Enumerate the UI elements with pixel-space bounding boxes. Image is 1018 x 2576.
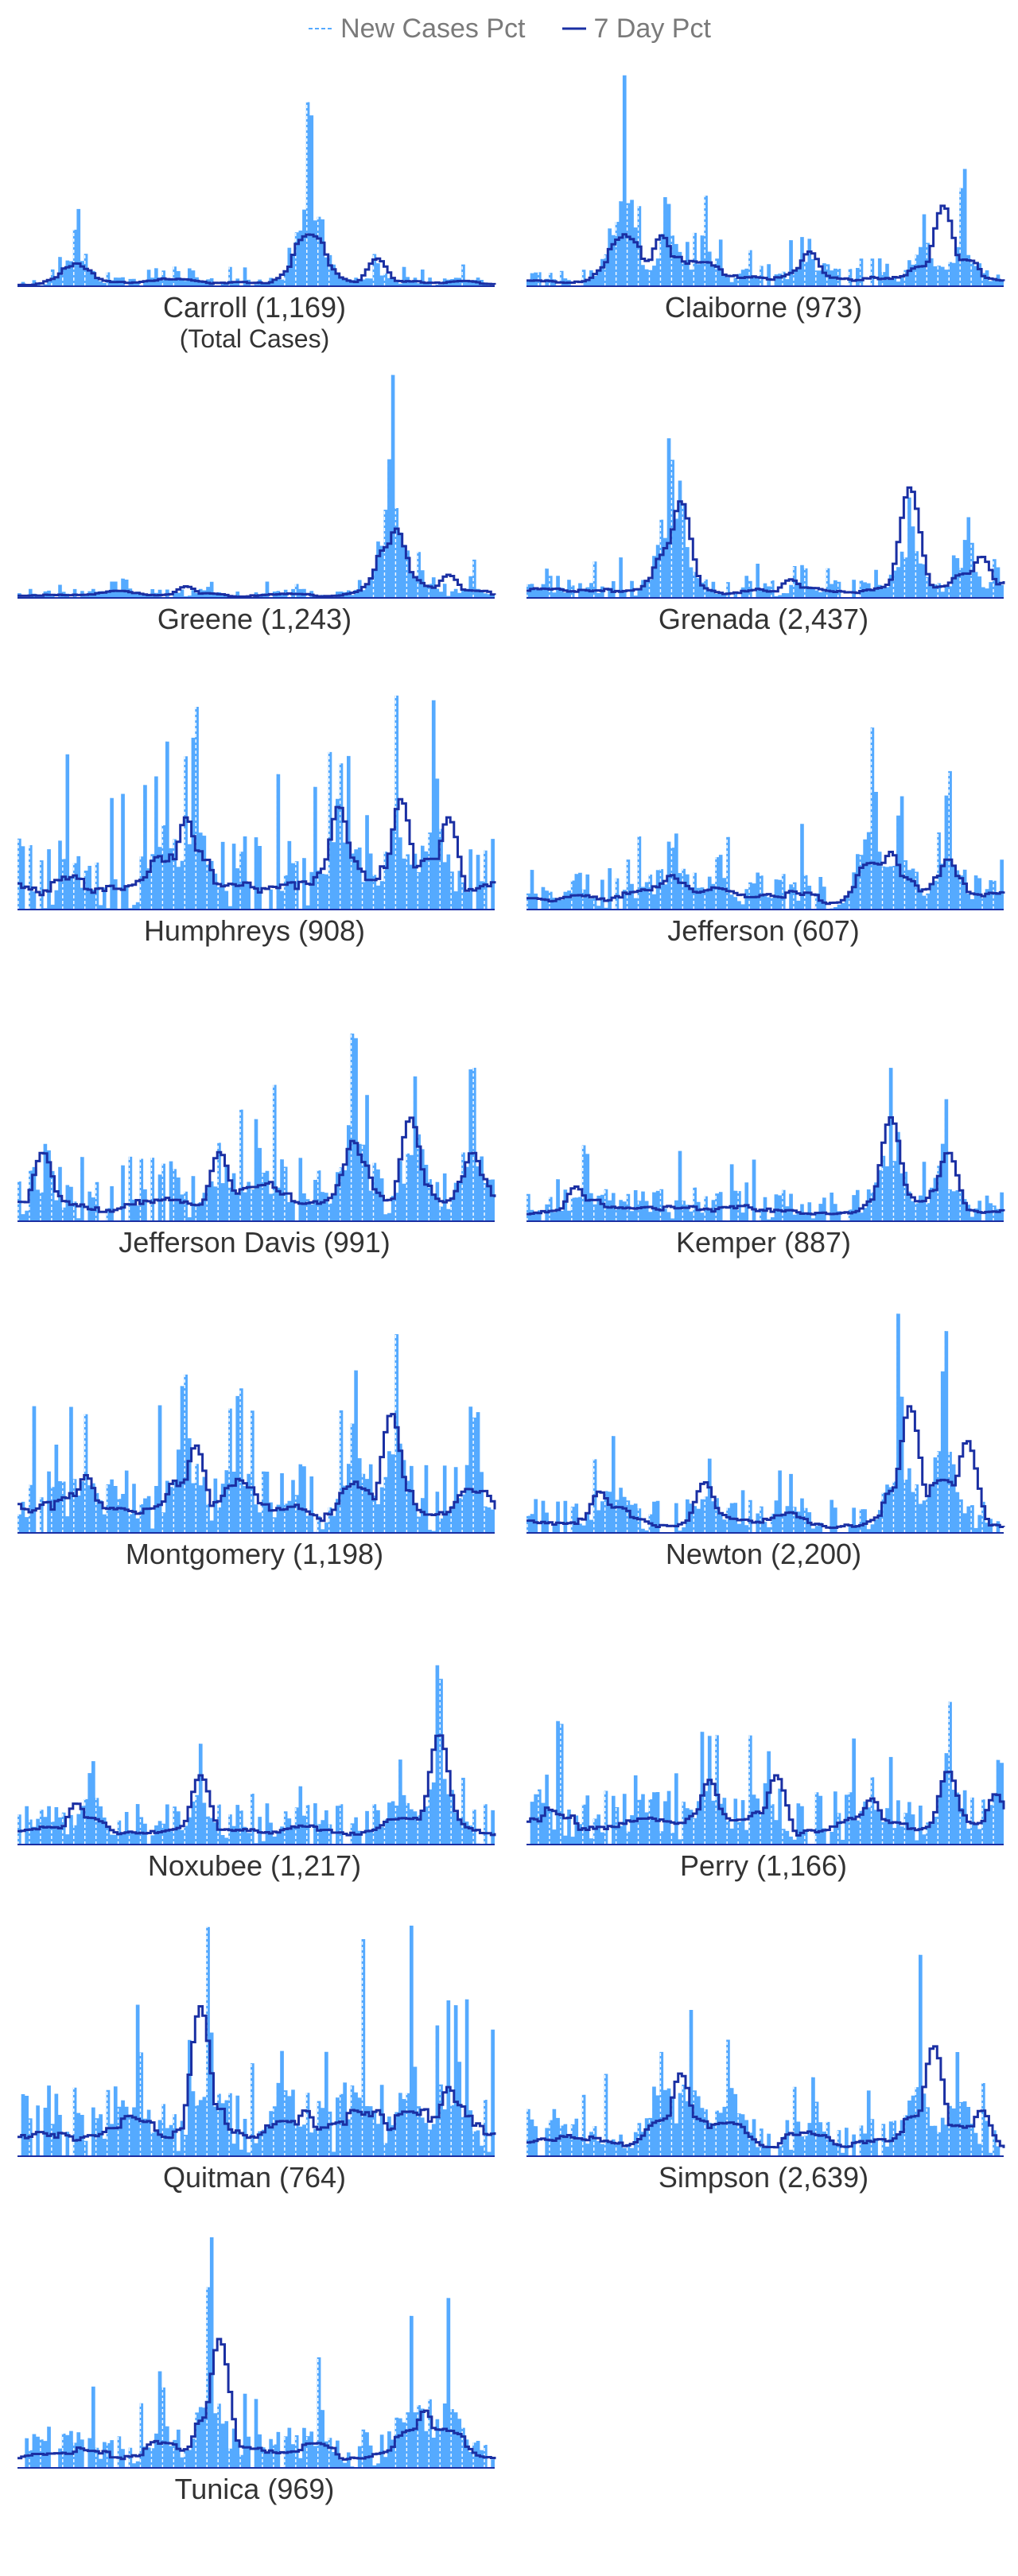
county-panel: Noxubee (1,217) [0, 1606, 509, 1918]
seven-day-line [526, 851, 1005, 906]
new-cases-area [526, 1313, 1004, 1533]
legend-swatch-solid-icon [561, 27, 586, 30]
chart-legend: New Cases Pct 7 Day Pct [0, 11, 1018, 46]
seven-day-line [526, 1771, 1005, 1837]
county-chart [17, 1926, 496, 2157]
county-panel: Jefferson (607) [509, 671, 1018, 983]
seven-day-line [17, 233, 496, 286]
county-title: Carroll (1,169) [162, 291, 347, 324]
county-panel: Perry (1,166) [509, 1606, 1018, 1918]
county-title: Claiborne (973) [664, 291, 863, 324]
seven-day-line [526, 204, 1005, 285]
seven-day-line [17, 797, 496, 897]
county-title: Humphreys (908) [143, 914, 366, 947]
county-title: Jefferson (607) [667, 914, 860, 947]
new-cases-area [526, 1068, 1004, 1221]
county-panel: Quitman (764) [0, 1918, 509, 2229]
county-title: Quitman (764) [162, 2161, 347, 2194]
new-cases-area [17, 1034, 495, 1221]
county-chart [526, 75, 1005, 287]
legend-item-seven-day: 7 Day Pct [561, 14, 711, 45]
seven-day-line [17, 527, 496, 599]
new-cases-area [526, 75, 1004, 286]
seven-day-line [17, 1116, 496, 1213]
county-title: Perry (1,166) [679, 1849, 848, 1882]
seven-day-line [526, 1405, 1005, 1530]
county-panel: Jefferson Davis (991) [0, 983, 509, 1294]
county-chart [526, 1313, 1005, 1534]
legend-label-seven-day: 7 Day Pct [593, 13, 711, 44]
county-chart [526, 438, 1005, 599]
county-panel: Newton (2,200) [509, 1294, 1018, 1606]
county-title: Grenada (2,437) [658, 603, 869, 635]
new-cases-area [17, 695, 495, 910]
county-panel: Simpson (2,639) [509, 1918, 1018, 2229]
county-chart [17, 102, 496, 287]
county-panel: Greene (1,243) [0, 359, 509, 671]
seven-day-line [526, 1116, 1005, 1216]
county-chart [17, 1334, 496, 1534]
county-title: Kemper (887) [675, 1226, 852, 1259]
new-cases-area [17, 1926, 495, 2156]
county-chart [526, 1954, 1005, 2157]
county-panel: Kemper (887) [509, 983, 1018, 1294]
legend-swatch-dashed-icon [309, 28, 333, 29]
county-title: Montgomery (1,198) [125, 1538, 384, 1570]
county-title: Simpson (2,639) [658, 2161, 869, 2194]
county-chart [17, 695, 496, 910]
seven-day-line [17, 2337, 496, 2461]
county-chart [17, 2237, 496, 2469]
county-title: Jefferson Davis (991) [119, 1226, 390, 1259]
seven-day-line [17, 2005, 496, 2142]
county-panel: Montgomery (1,198) [0, 1294, 509, 1606]
county-title: Noxubee (1,217) [147, 1849, 362, 1882]
county-chart [526, 1701, 1005, 1845]
new-cases-area [526, 727, 1004, 910]
county-chart [526, 1068, 1005, 1222]
county-title: Newton (2,200) [665, 1538, 862, 1570]
new-cases-area [526, 438, 1004, 598]
seven-day-line [526, 2045, 1005, 2149]
county-chart [17, 1034, 496, 1222]
new-cases-area [17, 102, 495, 286]
seven-day-line [17, 1413, 496, 1523]
legend-item-new-cases: New Cases Pct [307, 13, 526, 45]
legend-label-new-cases: New Cases Pct [340, 13, 526, 44]
county-title: Tunica (969) [174, 2473, 335, 2505]
new-cases-area [17, 374, 495, 598]
county-chart [17, 374, 496, 599]
county-panel: Grenada (2,437) [509, 359, 1018, 671]
county-panel: Humphreys (908) [0, 671, 509, 983]
new-cases-area [526, 1954, 1004, 2156]
county-panel: Carroll (1,169) (Total Cases) [0, 48, 509, 359]
county-chart [17, 1665, 496, 1845]
county-title: Greene (1,243) [157, 603, 352, 635]
seven-day-line [17, 1734, 496, 1837]
new-cases-area [17, 2237, 495, 2468]
county-chart [526, 727, 1005, 910]
total-cases-subtitle: (Total Cases) [179, 324, 330, 353]
seven-day-line [526, 486, 1005, 596]
county-panel: Tunica (969) [0, 2229, 509, 2541]
county-panel: Claiborne (973) [509, 48, 1018, 359]
small-multiples-grid: Carroll (1,169) (Total Cases) Claiborne (9… [0, 48, 1018, 2568]
